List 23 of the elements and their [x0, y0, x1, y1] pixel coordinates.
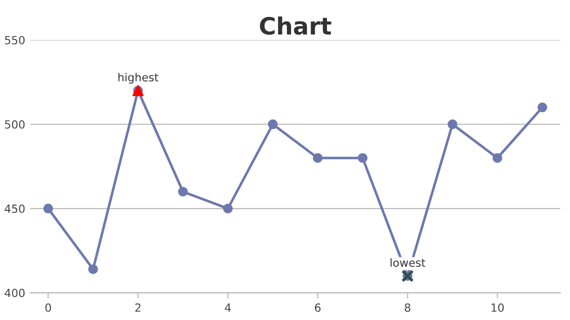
- point: [43, 204, 54, 214]
- point: [448, 119, 458, 130]
- point: [537, 102, 548, 112]
- x-tick-label: 8: [404, 303, 410, 312]
- x-tick-label: 6: [314, 303, 321, 312]
- point: [312, 153, 323, 163]
- x-tick-label: 4: [224, 304, 231, 312]
- x-tick-label: 0: [45, 303, 51, 312]
- point: [178, 186, 188, 197]
- point: [358, 153, 368, 163]
- point: [268, 119, 278, 130]
- y-tick-label: 550: [5, 36, 25, 44]
- y-tick-label: 500: [5, 120, 25, 129]
- y-tick-label: 400: [4, 288, 25, 298]
- y-tick-label: 450: [4, 204, 25, 213]
- point: [88, 264, 98, 274]
- point: [492, 153, 502, 163]
- chart-title: Chart: [260, 16, 332, 35]
- x-tick-label: 10: [492, 303, 504, 312]
- x-tick-label: 2: [135, 303, 140, 312]
- annotation: lowest: [390, 258, 426, 267]
- annotation: highest: [118, 72, 158, 84]
- point: [223, 204, 233, 214]
